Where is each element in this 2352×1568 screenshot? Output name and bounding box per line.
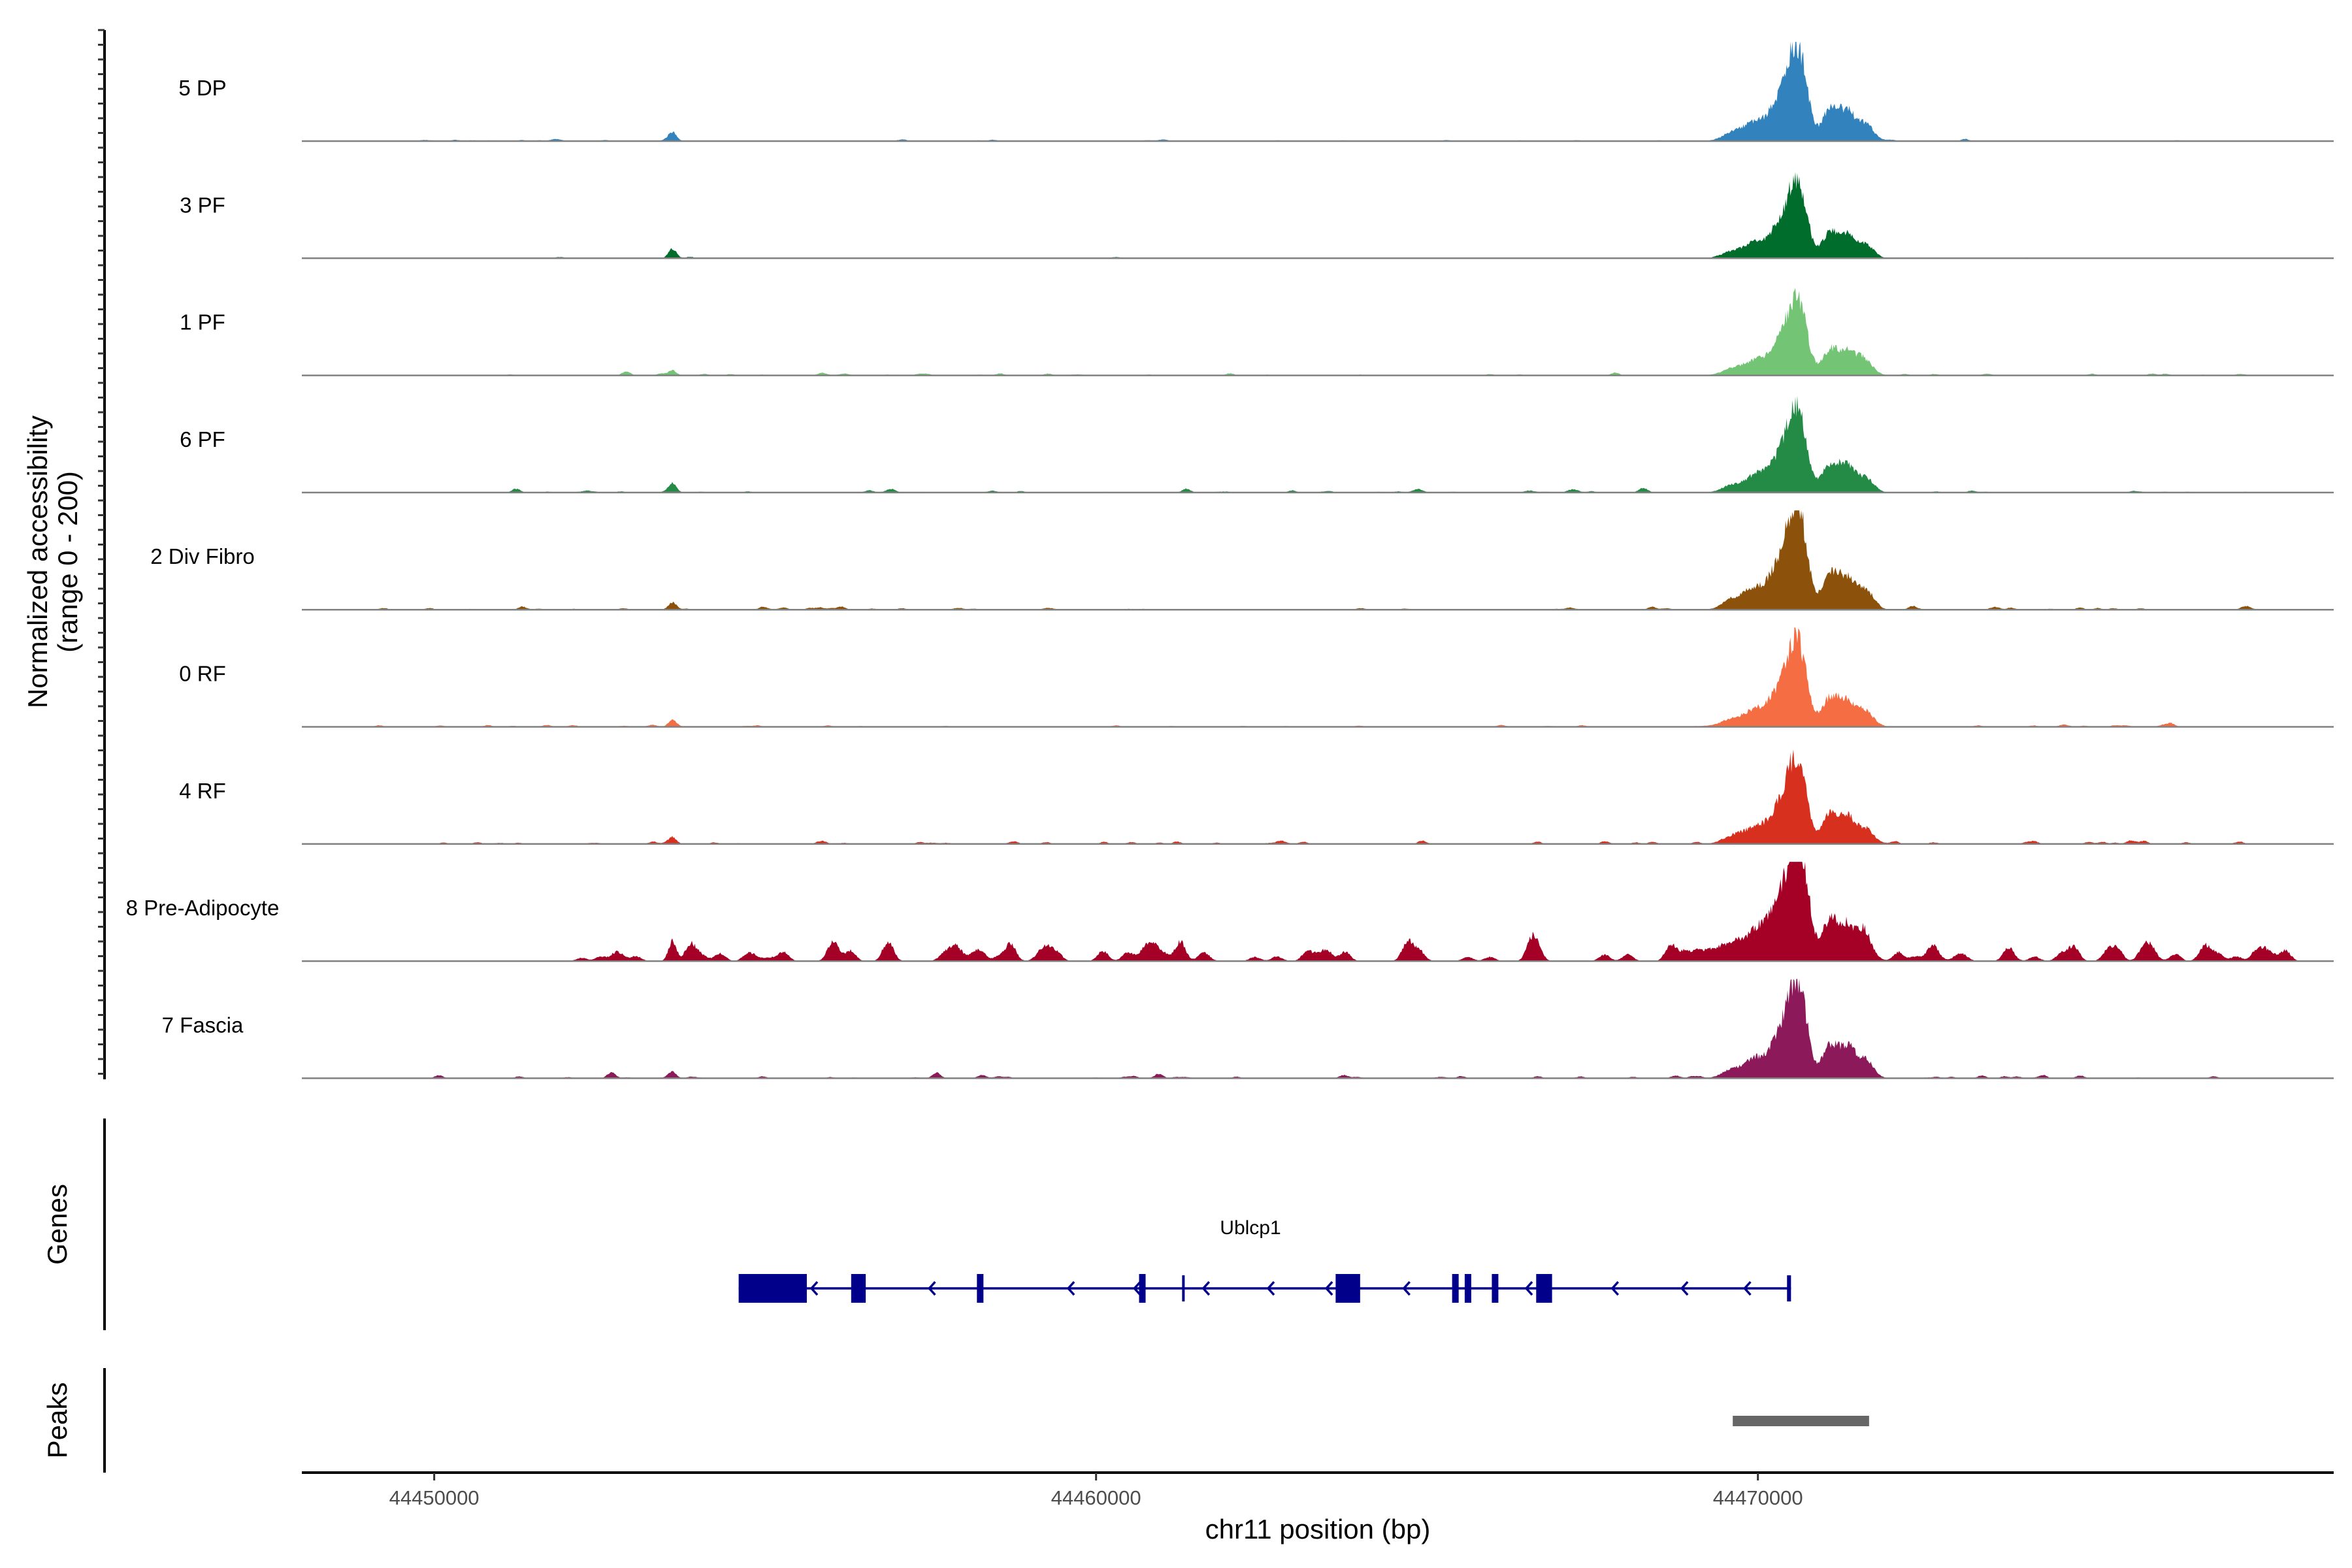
coverage-track: 7 Fascia bbox=[162, 979, 2334, 1079]
coverage-area bbox=[302, 510, 2334, 610]
strand-arrow bbox=[1402, 1281, 1411, 1296]
coverage-area bbox=[302, 395, 2334, 493]
x-tick-label: 44450000 bbox=[389, 1486, 480, 1509]
coverage-track: 4 RF bbox=[179, 749, 2334, 845]
strand-arrow bbox=[1201, 1281, 1211, 1296]
coverage-tracks: 5 DP 3 PF 1 PF 6 PF 2 Div Fibro 0 RF 4 RF 8 Pre… bbox=[126, 42, 2334, 1079]
y-axis-title-line2: (range 0 - 200) bbox=[52, 471, 83, 653]
coverage-area bbox=[302, 627, 2334, 727]
gene-exon bbox=[1492, 1274, 1499, 1303]
gene-model: Ublcp1 bbox=[738, 1217, 1791, 1303]
strand-arrow bbox=[1266, 1281, 1275, 1296]
strand-arrow bbox=[809, 1281, 819, 1296]
y-axis-title: Normalized accessibility (range 0 - 200) bbox=[22, 416, 83, 708]
genes-panel-label: Genes bbox=[42, 1184, 73, 1265]
gene-exon bbox=[1787, 1275, 1791, 1301]
track-label: 6 PF bbox=[180, 427, 225, 451]
x-axis-title: chr11 position (bp) bbox=[1205, 1514, 1431, 1544]
peak-region bbox=[1733, 1416, 1869, 1426]
gene-exon bbox=[1464, 1274, 1471, 1303]
peak-regions bbox=[1733, 1416, 1869, 1426]
gene-exon bbox=[1182, 1275, 1185, 1301]
gene-exon bbox=[1452, 1274, 1459, 1303]
coverage-area bbox=[302, 749, 2334, 844]
coverage-y-axis-ticks bbox=[98, 29, 105, 1075]
coverage-track: 6 PF bbox=[180, 395, 2334, 494]
coverage-area bbox=[302, 287, 2334, 376]
gene-exon bbox=[977, 1274, 984, 1303]
track-label: 4 RF bbox=[179, 779, 226, 803]
strand-arrow bbox=[927, 1281, 936, 1296]
coverage-area bbox=[302, 172, 2334, 259]
gene-exon bbox=[851, 1274, 866, 1303]
strand-arrow bbox=[1133, 1281, 1141, 1296]
gene-exon bbox=[1335, 1274, 1360, 1303]
gene-exon bbox=[738, 1274, 807, 1303]
coverage-area bbox=[302, 862, 2334, 962]
coverage-track: 2 Div Fibro bbox=[150, 510, 2334, 611]
gene-exon bbox=[1536, 1274, 1552, 1303]
track-label: 7 Fascia bbox=[162, 1013, 244, 1037]
track-label: 1 PF bbox=[180, 310, 225, 335]
coverage-area bbox=[302, 979, 2334, 1079]
strand-arrow bbox=[1610, 1281, 1620, 1296]
strand-arrow bbox=[1524, 1281, 1533, 1296]
coverage-track: 1 PF bbox=[180, 287, 2334, 376]
coverage-area bbox=[302, 42, 2334, 141]
gene-exon bbox=[1139, 1274, 1146, 1303]
strand-arrow bbox=[1680, 1281, 1689, 1296]
track-label: 8 Pre-Adipocyte bbox=[126, 896, 280, 920]
track-label: 3 PF bbox=[180, 193, 225, 217]
track-label: 0 RF bbox=[179, 662, 226, 686]
x-axis-ticks: 44450000 44460000 44470000 bbox=[389, 1473, 1803, 1509]
x-tick-label: 44460000 bbox=[1051, 1486, 1141, 1509]
track-label: 5 DP bbox=[178, 76, 226, 100]
coverage-track: 8 Pre-Adipocyte bbox=[126, 862, 2334, 962]
x-tick-label: 44470000 bbox=[1713, 1486, 1803, 1509]
coverage-track: 5 DP bbox=[178, 42, 2334, 142]
strand-arrow bbox=[1324, 1281, 1333, 1296]
gene-name-label: Ublcp1 bbox=[1220, 1217, 1281, 1239]
peaks-panel-label: Peaks bbox=[42, 1382, 73, 1459]
track-label: 2 Div Fibro bbox=[150, 544, 255, 568]
coverage-track: 0 RF bbox=[179, 627, 2334, 728]
coverage-track: 3 PF bbox=[180, 172, 2334, 259]
y-axis-title-line1: Normalized accessibility bbox=[22, 416, 53, 708]
strand-arrow bbox=[1743, 1281, 1752, 1296]
strand-arrow bbox=[1066, 1281, 1075, 1296]
